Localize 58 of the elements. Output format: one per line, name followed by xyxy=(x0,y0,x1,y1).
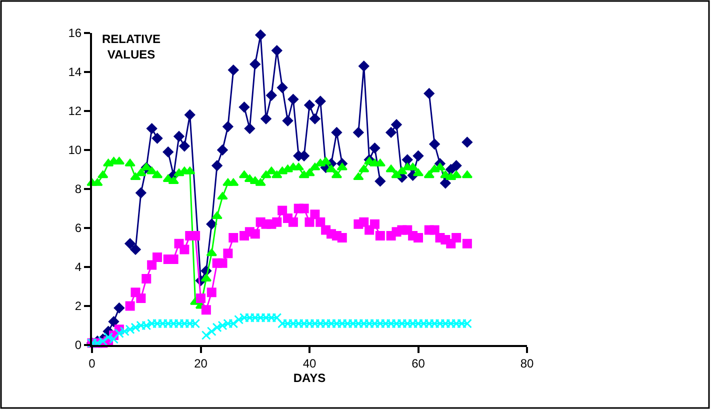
point xyxy=(152,133,163,144)
x-tick-label: 80 xyxy=(520,356,534,370)
x-tick-label: 20 xyxy=(194,356,208,370)
point xyxy=(228,64,239,76)
x-tick-label: 0 xyxy=(88,356,96,370)
y-tick-label: 16 xyxy=(68,26,82,40)
y-tick-label: 8 xyxy=(74,182,82,196)
point xyxy=(260,114,272,124)
y-tick-label: 6 xyxy=(74,221,82,236)
point xyxy=(238,102,250,112)
y-tick-label: 12 xyxy=(68,104,82,118)
x-axis-title: DAYS xyxy=(293,370,326,385)
point xyxy=(277,82,288,93)
point xyxy=(266,90,277,101)
point xyxy=(369,142,380,154)
point xyxy=(136,188,146,198)
point xyxy=(462,136,472,148)
x-tick-label: 40 xyxy=(302,356,316,370)
y-tick-label: 0 xyxy=(74,338,82,352)
point xyxy=(212,160,222,171)
point xyxy=(304,100,315,110)
point xyxy=(146,123,158,134)
y-tick-label: 10 xyxy=(68,143,82,158)
y-axis-title: RELATIVE VALUES xyxy=(102,32,160,62)
point xyxy=(124,238,136,249)
point xyxy=(358,60,370,72)
point xyxy=(440,178,451,188)
point xyxy=(217,144,228,156)
point xyxy=(288,94,298,105)
point xyxy=(353,127,364,138)
point xyxy=(206,218,217,230)
point xyxy=(162,146,174,158)
point xyxy=(424,88,434,99)
point xyxy=(250,58,260,70)
point xyxy=(130,244,141,255)
point xyxy=(255,30,266,40)
point xyxy=(174,131,184,142)
point xyxy=(429,138,440,150)
point xyxy=(315,96,326,107)
x-tick-label: 60 xyxy=(412,356,426,370)
point xyxy=(386,127,396,138)
y-tick-label: 4 xyxy=(74,260,82,274)
point xyxy=(451,160,462,171)
point xyxy=(412,150,424,162)
point xyxy=(184,110,196,120)
point xyxy=(282,115,294,126)
y-tick-label: 14 xyxy=(68,65,82,80)
point xyxy=(272,45,282,56)
point xyxy=(310,114,320,124)
point xyxy=(114,302,124,314)
point xyxy=(108,316,120,327)
point xyxy=(244,123,255,134)
point xyxy=(391,119,402,130)
point xyxy=(222,121,234,132)
point xyxy=(179,140,190,152)
point xyxy=(374,176,386,186)
y-tick-label: 2 xyxy=(74,299,82,314)
point xyxy=(331,127,342,138)
